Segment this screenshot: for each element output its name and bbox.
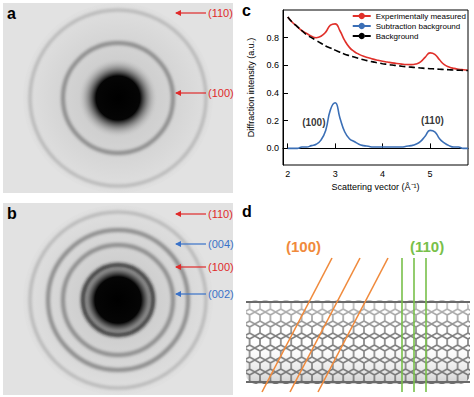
- svg-text:c: c: [242, 2, 251, 19]
- svg-text:(002): (002): [208, 288, 234, 300]
- svg-text:Scattering vector (Å⁻¹): Scattering vector (Å⁻¹): [331, 182, 419, 192]
- svg-text:d: d: [242, 203, 252, 220]
- svg-text:2: 2: [285, 169, 290, 179]
- svg-text:(100): (100): [208, 87, 234, 99]
- svg-text:3: 3: [333, 169, 338, 179]
- svg-text:0.6: 0.6: [266, 60, 279, 70]
- svg-text:b: b: [7, 205, 17, 222]
- svg-text:Diffraction intensity (a.u.): Diffraction intensity (a.u.): [246, 38, 256, 137]
- svg-text:0.0: 0.0: [266, 143, 279, 153]
- svg-text:(110): (110): [208, 208, 233, 220]
- svg-text:Experimentally measured: Experimentally measured: [376, 12, 466, 21]
- svg-text:(110): (110): [208, 7, 233, 19]
- svg-text:(100): (100): [302, 117, 325, 128]
- svg-text:0.8: 0.8: [266, 33, 279, 43]
- svg-text:Background: Background: [376, 32, 419, 41]
- svg-text:a: a: [7, 5, 16, 22]
- svg-text:4: 4: [380, 169, 385, 179]
- svg-text:0.4: 0.4: [266, 88, 279, 98]
- svg-text:Subtraction background: Subtraction background: [376, 22, 461, 31]
- svg-text:0.2: 0.2: [266, 116, 279, 126]
- svg-text:5: 5: [428, 169, 433, 179]
- svg-text:(004): (004): [208, 238, 234, 250]
- svg-text:(110): (110): [410, 238, 444, 255]
- svg-text:(100): (100): [208, 261, 234, 273]
- svg-text:(110): (110): [421, 115, 444, 126]
- svg-text:(100): (100): [286, 238, 321, 255]
